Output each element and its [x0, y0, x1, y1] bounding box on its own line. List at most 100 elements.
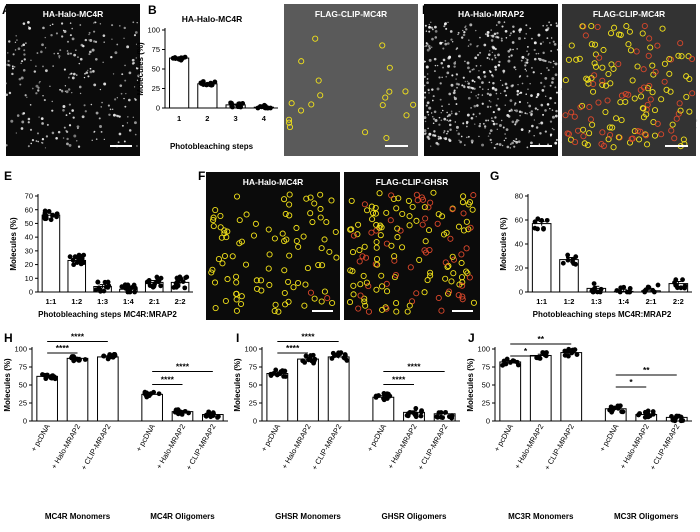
detected-spot-ring — [466, 274, 473, 281]
fluorescent-spot — [42, 26, 45, 30]
fluorescent-spot — [498, 60, 501, 64]
fluorescent-spot — [76, 140, 78, 142]
fluorescent-spot — [426, 43, 429, 46]
category-label: 1:4 — [123, 297, 135, 306]
detected-spot-ring — [318, 298, 325, 305]
detected-spot-ring — [586, 130, 593, 137]
fluorescent-spot — [493, 54, 496, 57]
fluorescent-spot — [467, 45, 470, 47]
detected-spot-ring — [627, 47, 634, 54]
detected-spot-ring — [573, 56, 580, 63]
fluorescent-spot — [524, 37, 526, 40]
detected-spot-ring — [257, 277, 265, 284]
category-label: 2:2 — [175, 297, 186, 306]
fluorescent-spot — [434, 118, 438, 122]
fluorescent-spot — [463, 30, 466, 34]
detected-spot-ring — [637, 86, 644, 94]
detected-spot-ring — [281, 267, 288, 274]
fluorescent-spot — [479, 36, 481, 39]
fluorescent-spot — [441, 105, 443, 107]
fluorescent-spot — [41, 43, 44, 47]
fluorescent-spot — [93, 83, 97, 87]
fluorescent-spot — [53, 52, 56, 55]
fluorescent-spot — [524, 112, 527, 115]
detected-spot-ring — [588, 23, 595, 30]
fluorescent-spot — [491, 120, 493, 122]
panel-label-g: G — [490, 169, 499, 183]
y-tick-label: 60 — [25, 205, 33, 214]
fluorescent-spot — [489, 50, 491, 52]
detected-spot-ring — [645, 52, 652, 59]
fluorescent-spot — [428, 23, 430, 26]
detected-spot-ring — [282, 210, 289, 218]
y-tick-label: 50 — [19, 381, 27, 390]
y-tick-label: 25 — [482, 399, 490, 408]
fluorescent-spot — [446, 119, 448, 121]
micrograph-a — [6, 4, 140, 156]
detected-spot-ring — [577, 104, 584, 111]
group-label: GHSR Monomers — [275, 512, 341, 521]
fluorescent-spot — [514, 120, 518, 124]
data-point — [614, 288, 620, 293]
detected-spot-ring — [599, 77, 606, 84]
fluorescent-spot — [432, 122, 435, 125]
fluorescent-spot — [446, 111, 448, 114]
detected-spot-ring — [383, 305, 390, 312]
fluorescent-spot — [525, 93, 527, 95]
fluorescent-spot — [449, 128, 452, 132]
detected-spot-ring — [348, 226, 355, 233]
detected-spot-ring — [379, 283, 386, 290]
y-tick-label: 60 — [515, 216, 523, 225]
fluorescent-spot — [77, 127, 79, 130]
y-tick-label: 50 — [25, 219, 33, 228]
fluorescent-spot — [447, 21, 449, 23]
detected-spot-ring — [576, 55, 583, 62]
fluorescent-spot — [444, 22, 447, 25]
fluorescent-spot — [123, 140, 126, 143]
data-point — [273, 367, 279, 373]
detected-spot-ring — [392, 271, 399, 279]
data-point — [515, 362, 521, 368]
fluorescent-spot — [36, 132, 40, 135]
data-point — [102, 279, 108, 285]
fluorescent-spot — [554, 114, 558, 118]
category-label: 1 — [177, 114, 181, 123]
fluorescent-spot — [489, 105, 492, 108]
fluorescent-spot — [539, 42, 543, 45]
fluorescent-spot — [477, 45, 479, 47]
data-point — [418, 413, 424, 419]
data-point — [342, 352, 348, 357]
data-point — [171, 285, 177, 290]
detected-spot-ring — [450, 270, 457, 277]
fluorescent-spot — [426, 48, 430, 52]
fluorescent-spot — [518, 36, 521, 40]
fluorescent-spot — [19, 83, 22, 86]
data-point — [678, 414, 684, 420]
fluorescent-spot — [466, 113, 470, 117]
fluorescent-spot — [78, 62, 81, 65]
data-point — [413, 406, 419, 411]
fluorescent-spot — [27, 21, 30, 24]
detected-spot-ring — [636, 136, 643, 143]
fluorescent-spot — [497, 20, 501, 24]
fluorescent-spot — [126, 45, 130, 49]
fluorescent-spot — [73, 134, 77, 138]
bar — [41, 214, 61, 293]
fluorescent-spot — [488, 132, 491, 135]
fluorescent-spot — [497, 63, 501, 67]
fluorescent-spot — [542, 24, 545, 27]
detected-spot-ring — [675, 110, 682, 117]
group-label: MC3R Monomers — [508, 512, 574, 521]
detected-spot-ring — [383, 280, 390, 287]
detected-spot-ring — [606, 124, 613, 131]
detected-spot-ring — [388, 242, 395, 249]
fluorescent-spot — [544, 130, 547, 133]
data-point — [310, 352, 316, 358]
significance-label: ** — [643, 365, 650, 375]
fluorescent-spot — [518, 100, 522, 104]
panel-f: F HA-Halo-MC4R FLAG-CLIP-GHSR — [198, 169, 480, 320]
fluorescent-spot — [42, 65, 44, 68]
group-label: MC4R Oligomers — [150, 512, 215, 521]
y-tick-label: 50 — [482, 381, 490, 390]
fluorescent-spot — [538, 58, 542, 62]
